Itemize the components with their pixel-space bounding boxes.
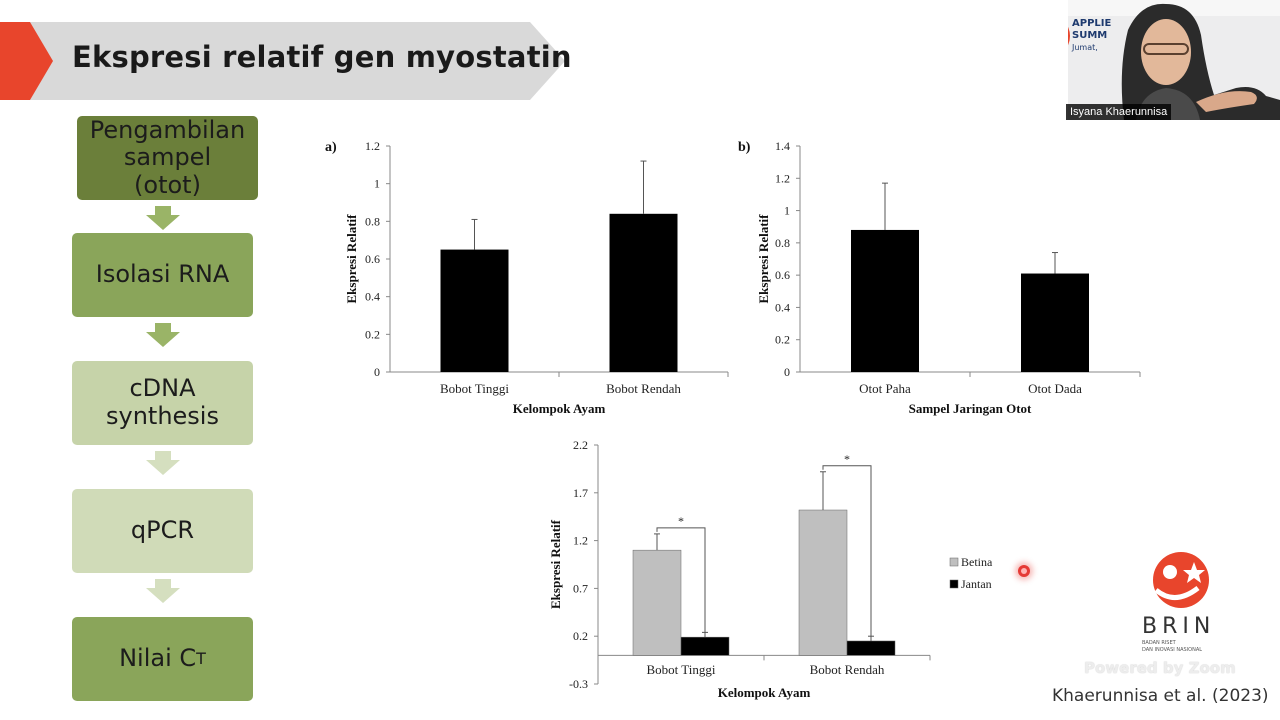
legend-label: Jantan xyxy=(961,577,992,591)
panel-label: b) xyxy=(738,140,751,155)
participant-name-label: Isyana Khaerunnisa xyxy=(1066,104,1172,120)
y-axis-title: Ekspresi Relatif xyxy=(344,214,359,304)
powered-by-zoom: Powered by Zoom xyxy=(1084,659,1236,677)
y-tick-label: 1.2 xyxy=(573,534,588,548)
x-tick-label: Bobot Tinggi xyxy=(440,381,509,396)
bar xyxy=(1021,273,1089,372)
workflow-step-label: Nilai C xyxy=(119,644,197,673)
y-tick-label: 0.2 xyxy=(573,629,588,643)
x-axis-title: Sampel Jaringan Otot xyxy=(909,401,1032,416)
y-tick-label: 0.7 xyxy=(573,581,588,595)
workflow-step-label: Isolasi RNA xyxy=(95,260,230,289)
bar-betina xyxy=(798,509,848,656)
x-tick-label: Otot Dada xyxy=(1028,381,1082,396)
workflow-step-3: cDNA synthesis xyxy=(72,361,253,445)
y-tick-label: 1.4 xyxy=(775,139,790,153)
workflow-step-label: qPCR xyxy=(130,516,195,545)
title-banner xyxy=(0,22,565,100)
y-tick-label: 0 xyxy=(784,365,790,379)
y-tick-label: 0.2 xyxy=(775,333,790,347)
y-tick-label: 1 xyxy=(374,177,380,191)
workflow-step-2: Isolasi RNA xyxy=(72,233,253,317)
bar xyxy=(851,229,919,372)
brin-logo: BRIN BADAN RISET DAN INOVASI NASIONAL xyxy=(1140,548,1240,658)
legend-swatch xyxy=(949,557,959,567)
y-tick-label: 1 xyxy=(784,204,790,218)
zoom-video-tile[interactable]: APPLIE SUMM Jumat, Isyana Khaerunnisa xyxy=(1066,0,1280,120)
workflow-step-4: qPCR xyxy=(72,489,253,573)
y-tick-label: 0.2 xyxy=(365,327,380,341)
y-tick-label: 1.7 xyxy=(573,486,588,500)
panel-label: a) xyxy=(325,140,337,155)
x-tick-label: Bobot Rendah xyxy=(606,381,681,396)
citation: Khaerunnisa et al. (2023) xyxy=(1052,686,1269,706)
y-tick-label: 2.2 xyxy=(573,438,588,452)
down-arrow-icon xyxy=(146,579,180,603)
laser-pointer xyxy=(1018,565,1030,577)
significance-bracket xyxy=(656,527,706,636)
brin-logo-text: BRIN xyxy=(1142,614,1216,639)
brin-logo-mark xyxy=(1153,552,1209,608)
slide-title: Ekspresi relatif gen myostatin xyxy=(72,40,572,74)
workflow-step-subscript: T xyxy=(196,648,206,668)
bar-betina xyxy=(632,549,682,656)
legend-swatch xyxy=(949,579,959,589)
x-axis-title: Kelompok Ayam xyxy=(718,685,811,700)
significance-star: * xyxy=(678,514,684,528)
y-tick-label: 0.4 xyxy=(775,300,790,314)
y-tick-label: 0.6 xyxy=(365,252,380,266)
x-tick-label: Otot Paha xyxy=(859,381,911,396)
down-arrow-icon xyxy=(146,206,180,230)
y-tick-label: -0.3 xyxy=(569,677,588,691)
x-axis-title: Kelompok Ayam xyxy=(513,401,606,416)
bar xyxy=(609,213,678,372)
y-tick-label: 1.2 xyxy=(365,139,380,153)
y-axis-title: Ekspresi Relatif xyxy=(548,519,563,609)
legend-label: Betina xyxy=(961,555,993,569)
down-arrow-icon xyxy=(146,323,180,347)
significance-star: * xyxy=(844,452,850,466)
bar-jantan xyxy=(680,636,730,656)
participant-video xyxy=(1066,0,1280,120)
significance-bracket xyxy=(822,465,872,639)
y-tick-label: 0 xyxy=(374,365,380,379)
y-tick-label: 0.4 xyxy=(365,290,380,304)
down-arrow-icon xyxy=(146,451,180,475)
bar xyxy=(440,249,509,372)
y-tick-label: 0.8 xyxy=(365,214,380,228)
x-tick-label: Bobot Tinggi xyxy=(646,662,715,677)
y-tick-label: 1.2 xyxy=(775,171,790,185)
workflow-step-label: cDNA synthesis xyxy=(106,374,219,430)
y-tick-label: 0.6 xyxy=(775,268,790,282)
workflow-step-1: Pengambilan sampel (otot) xyxy=(77,116,258,200)
x-tick-label: Bobot Rendah xyxy=(810,662,885,677)
workflow-step-label: Pengambilan sampel (otot) xyxy=(89,115,246,199)
y-tick-label: 0.8 xyxy=(775,236,790,250)
title-banner-shape xyxy=(0,22,565,100)
zoom-banner-text: APPLIE SUMM Jumat, xyxy=(1072,18,1112,52)
brin-logo-subtitle: BADAN RISET DAN INOVASI NASIONAL xyxy=(1142,640,1203,653)
bar-jantan xyxy=(846,640,896,656)
y-axis-title: Ekspresi Relatif xyxy=(756,214,771,304)
